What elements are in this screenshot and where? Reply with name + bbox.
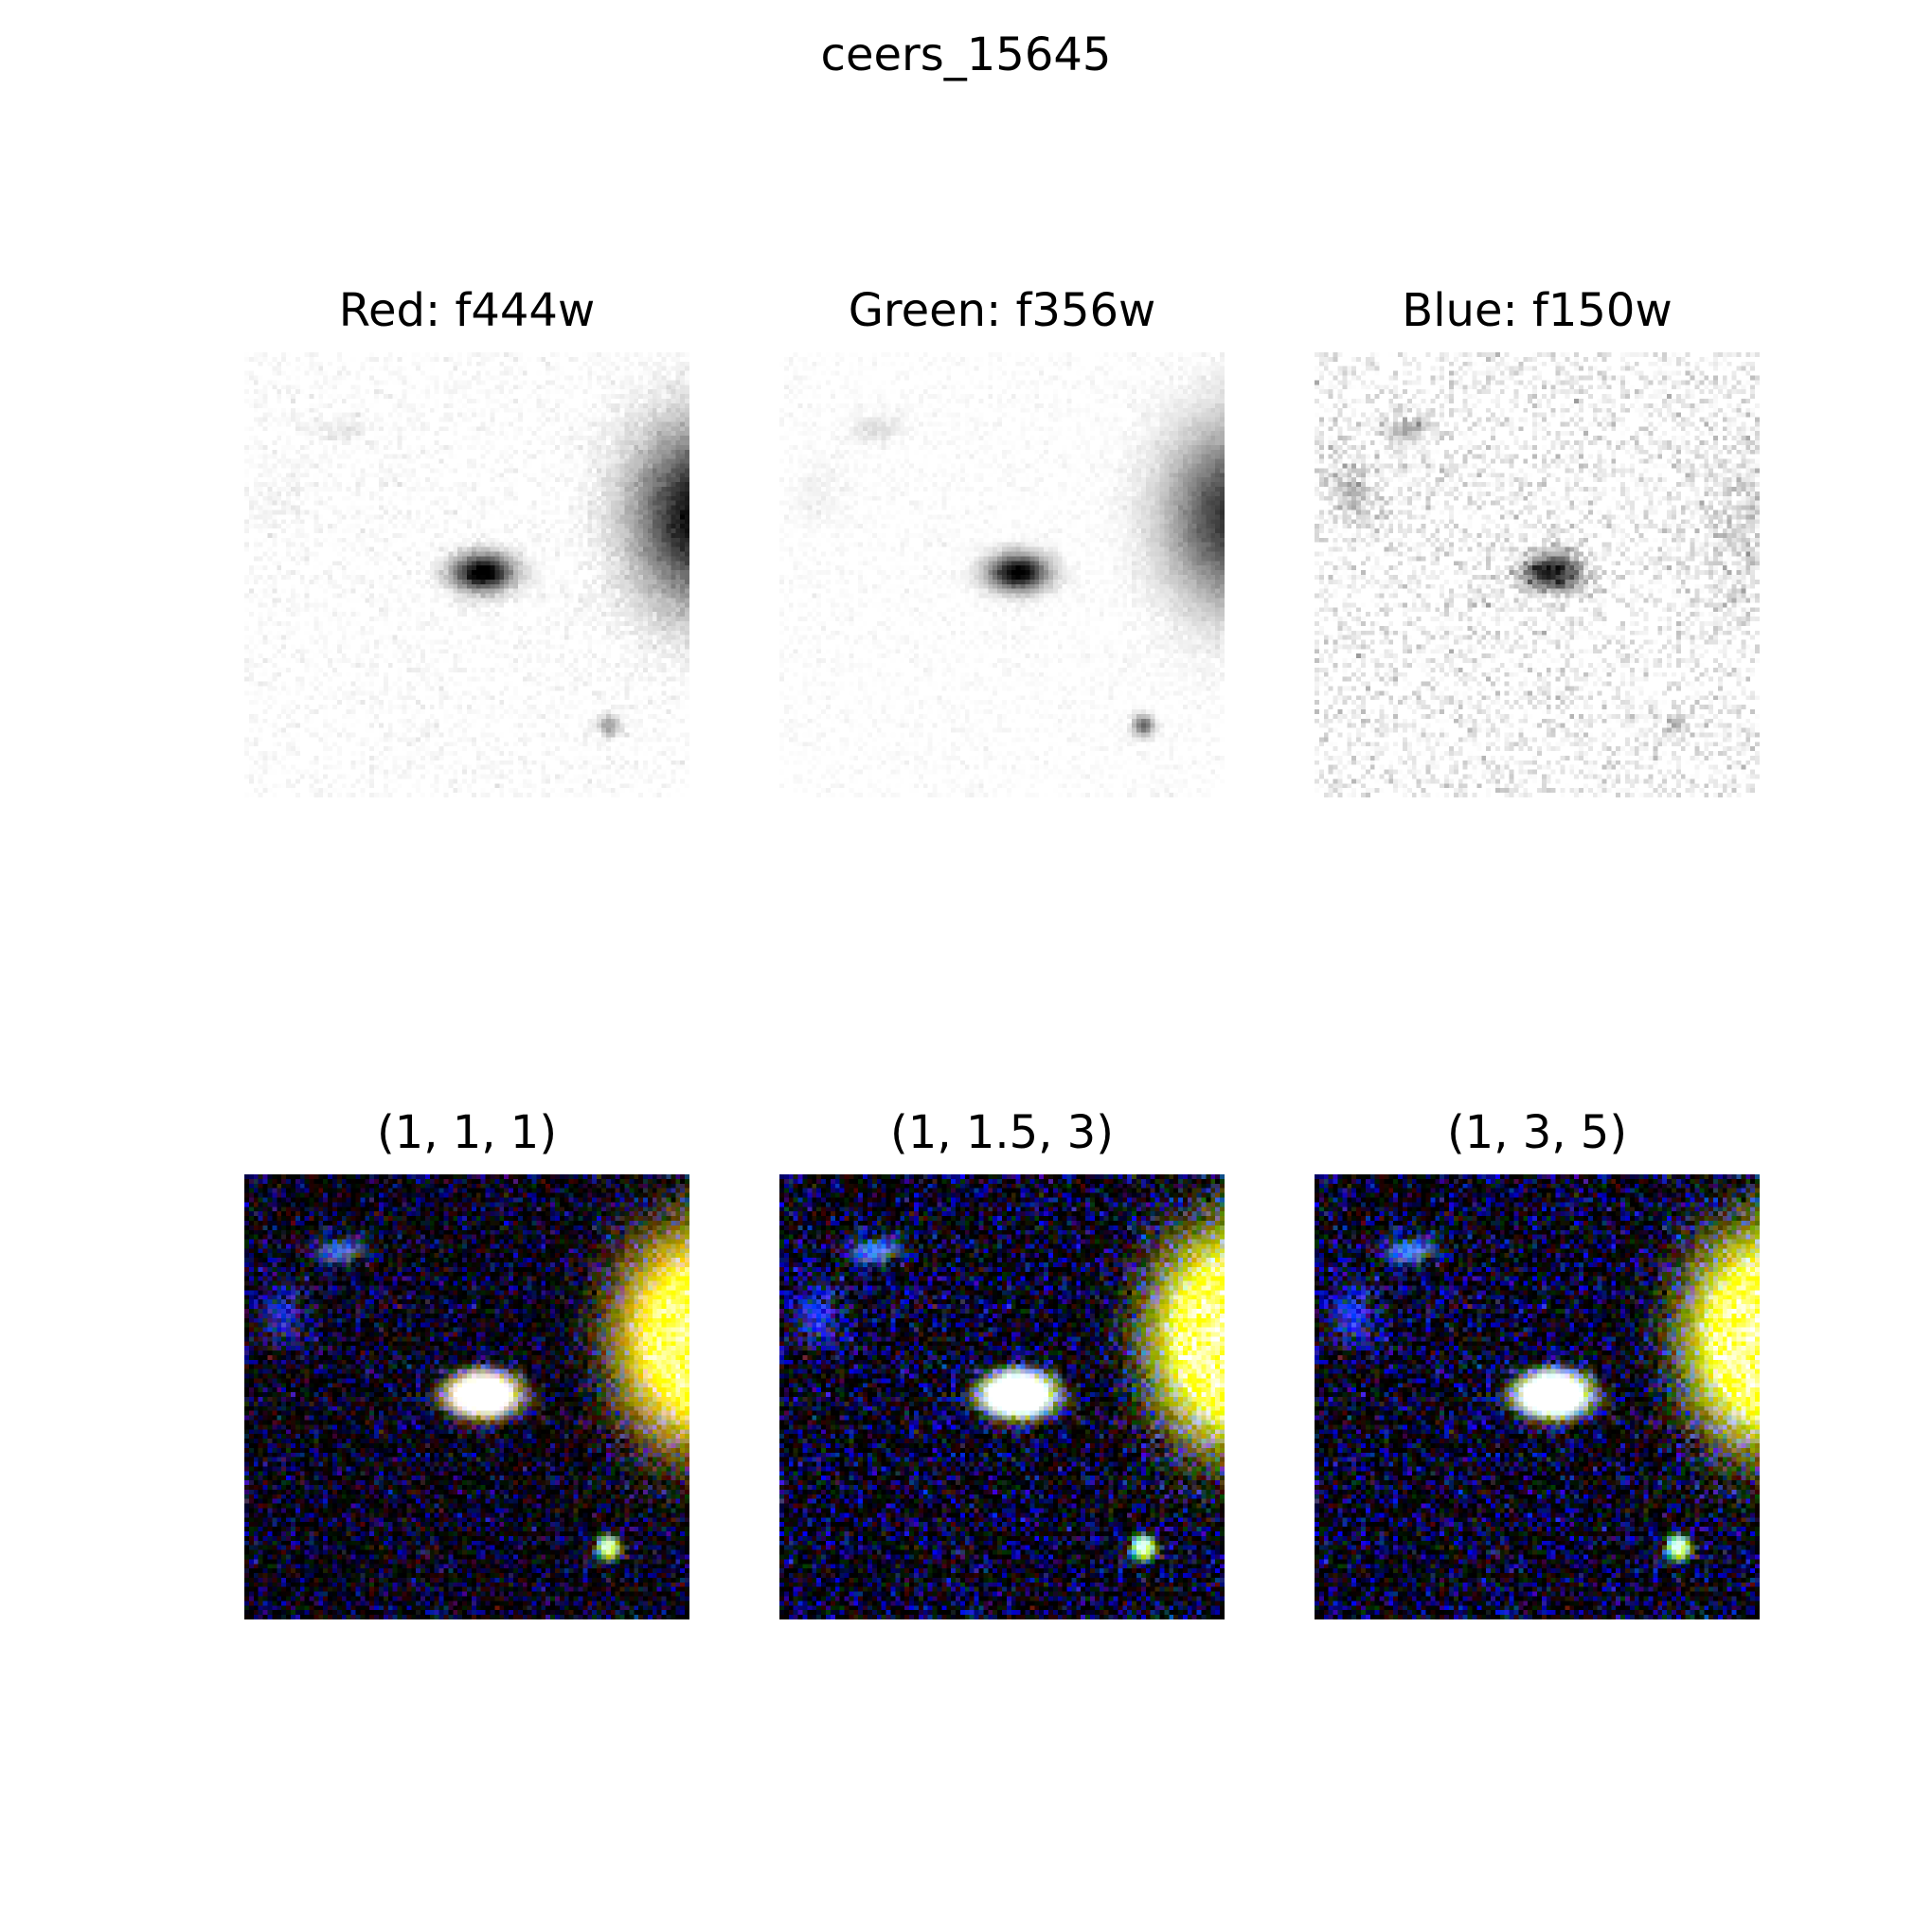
rgb-composite-image-2 <box>779 1174 1225 1619</box>
green-filter-image <box>779 352 1225 797</box>
blue-filter-image <box>1315 352 1760 797</box>
panel-title-composite-1: (1, 1, 1) <box>376 1106 558 1159</box>
rgb-composite-image-3 <box>1315 1174 1760 1619</box>
rgb-composite-image-1 <box>244 1174 689 1619</box>
figure-title: ceers_15645 <box>820 28 1112 81</box>
red-filter-image <box>244 352 689 797</box>
panel-title-red-filter: Red: f444w <box>338 284 596 337</box>
panel-title-composite-2: (1, 1.5, 3) <box>890 1106 1114 1159</box>
panel-title-composite-3: (1, 3, 5) <box>1446 1106 1628 1159</box>
panel-title-green-filter: Green: f356w <box>848 284 1156 337</box>
panel-title-blue-filter: Blue: f150w <box>1402 284 1673 337</box>
